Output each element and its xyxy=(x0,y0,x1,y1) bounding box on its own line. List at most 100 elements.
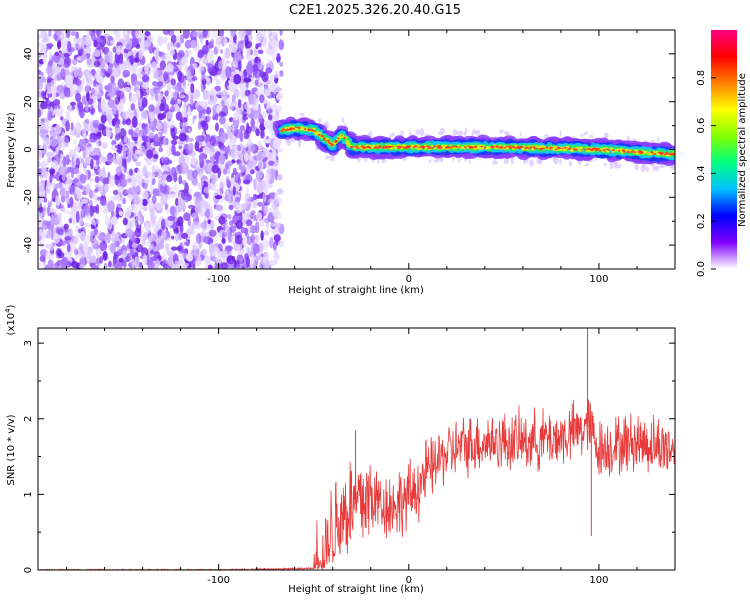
noise-blob xyxy=(91,172,96,177)
noise-blob xyxy=(255,212,263,221)
noise-blob xyxy=(258,161,262,169)
noise-blob xyxy=(235,203,243,214)
noise-blob xyxy=(238,60,242,72)
noise-blob xyxy=(49,173,53,184)
noise-blob xyxy=(429,159,432,164)
noise-blob xyxy=(138,201,143,210)
noise-blob xyxy=(161,218,166,231)
noise-blob xyxy=(264,89,271,97)
noise-blob xyxy=(57,251,65,259)
noise-blob xyxy=(172,65,179,72)
noise-blob xyxy=(225,221,229,231)
noise-blob xyxy=(66,243,71,253)
noise-blob xyxy=(134,57,138,63)
noise-blob xyxy=(162,252,167,262)
noise-blob xyxy=(89,177,94,182)
noise-blob xyxy=(225,162,229,170)
noise-blob xyxy=(102,166,106,178)
noise-blob xyxy=(268,160,275,166)
noise-blob xyxy=(178,175,183,185)
noise-blob xyxy=(76,37,83,50)
noise-blob xyxy=(271,202,278,211)
noise-blob xyxy=(250,143,256,153)
noise-blob xyxy=(154,51,159,62)
noise-blob xyxy=(263,99,267,105)
noise-blob xyxy=(191,76,198,81)
noise-blob xyxy=(96,196,105,201)
noise-blob xyxy=(273,159,279,166)
noise-blob xyxy=(180,121,188,128)
noise-blob xyxy=(244,89,251,97)
noise-blob xyxy=(89,135,97,143)
noise-blob xyxy=(91,239,99,249)
noise-blob xyxy=(93,60,101,68)
noise-blob xyxy=(94,164,98,170)
noise-blob xyxy=(238,83,246,91)
noise-blob xyxy=(124,38,133,50)
noise-blob xyxy=(123,110,129,121)
noise-blob xyxy=(84,35,92,47)
noise-blob xyxy=(164,193,172,200)
noise-blob xyxy=(63,209,71,214)
noise-blob xyxy=(74,248,79,255)
noise-blob xyxy=(439,127,446,134)
noise-blob xyxy=(143,39,149,52)
noise-blob xyxy=(274,249,279,259)
noise-blob xyxy=(86,146,95,152)
noise-blob xyxy=(122,197,126,205)
noise-blob xyxy=(325,155,331,160)
noise-blob xyxy=(69,196,74,208)
noise-blob xyxy=(157,35,164,47)
noise-blob xyxy=(132,194,140,206)
noise-blob xyxy=(38,261,42,269)
noise-blob xyxy=(167,42,171,51)
noise-blob xyxy=(655,166,659,172)
noise-blob xyxy=(228,260,235,269)
noise-blob xyxy=(275,222,281,229)
noise-blob xyxy=(233,128,242,139)
noise-blob xyxy=(471,130,475,137)
noise-blob xyxy=(364,157,368,163)
noise-blob xyxy=(256,140,263,150)
noise-blob xyxy=(81,95,87,105)
noise-blob xyxy=(122,146,128,151)
noise-blob xyxy=(162,263,169,269)
noise-blob xyxy=(113,189,119,196)
noise-blob xyxy=(196,135,203,142)
noise-blob xyxy=(275,196,283,205)
noise-blob xyxy=(180,87,185,96)
noise-blob xyxy=(247,144,251,152)
noise-blob xyxy=(170,246,178,251)
noise-blob xyxy=(177,216,184,227)
noise-blob xyxy=(408,130,411,137)
noise-blob xyxy=(228,117,234,123)
noise-blob xyxy=(201,248,207,256)
noise-blob xyxy=(82,133,87,139)
noise-blob xyxy=(173,228,180,235)
noise-blob xyxy=(258,113,263,123)
noise-blob xyxy=(259,30,267,37)
noise-blob xyxy=(225,66,232,79)
noise-blob xyxy=(153,154,159,159)
noise-blob xyxy=(141,111,149,119)
noise-blob xyxy=(390,132,396,137)
noise-blob xyxy=(253,193,258,200)
noise-blob xyxy=(299,112,305,117)
noise-blob xyxy=(257,201,264,207)
noise-blob xyxy=(216,104,223,112)
noise-blob xyxy=(207,219,211,225)
noise-blob xyxy=(146,160,152,166)
noise-blob xyxy=(181,109,186,119)
noise-blob xyxy=(60,153,64,159)
noise-blob xyxy=(137,213,144,225)
noise-blob xyxy=(269,193,276,201)
noise-blob xyxy=(227,169,231,175)
noise-blob xyxy=(106,72,111,78)
noise-blob xyxy=(38,122,46,130)
noise-blob xyxy=(67,166,74,173)
noise-blob xyxy=(202,89,209,100)
noise-blob xyxy=(177,70,183,82)
noise-blob xyxy=(71,104,75,110)
noise-blob xyxy=(190,94,194,106)
